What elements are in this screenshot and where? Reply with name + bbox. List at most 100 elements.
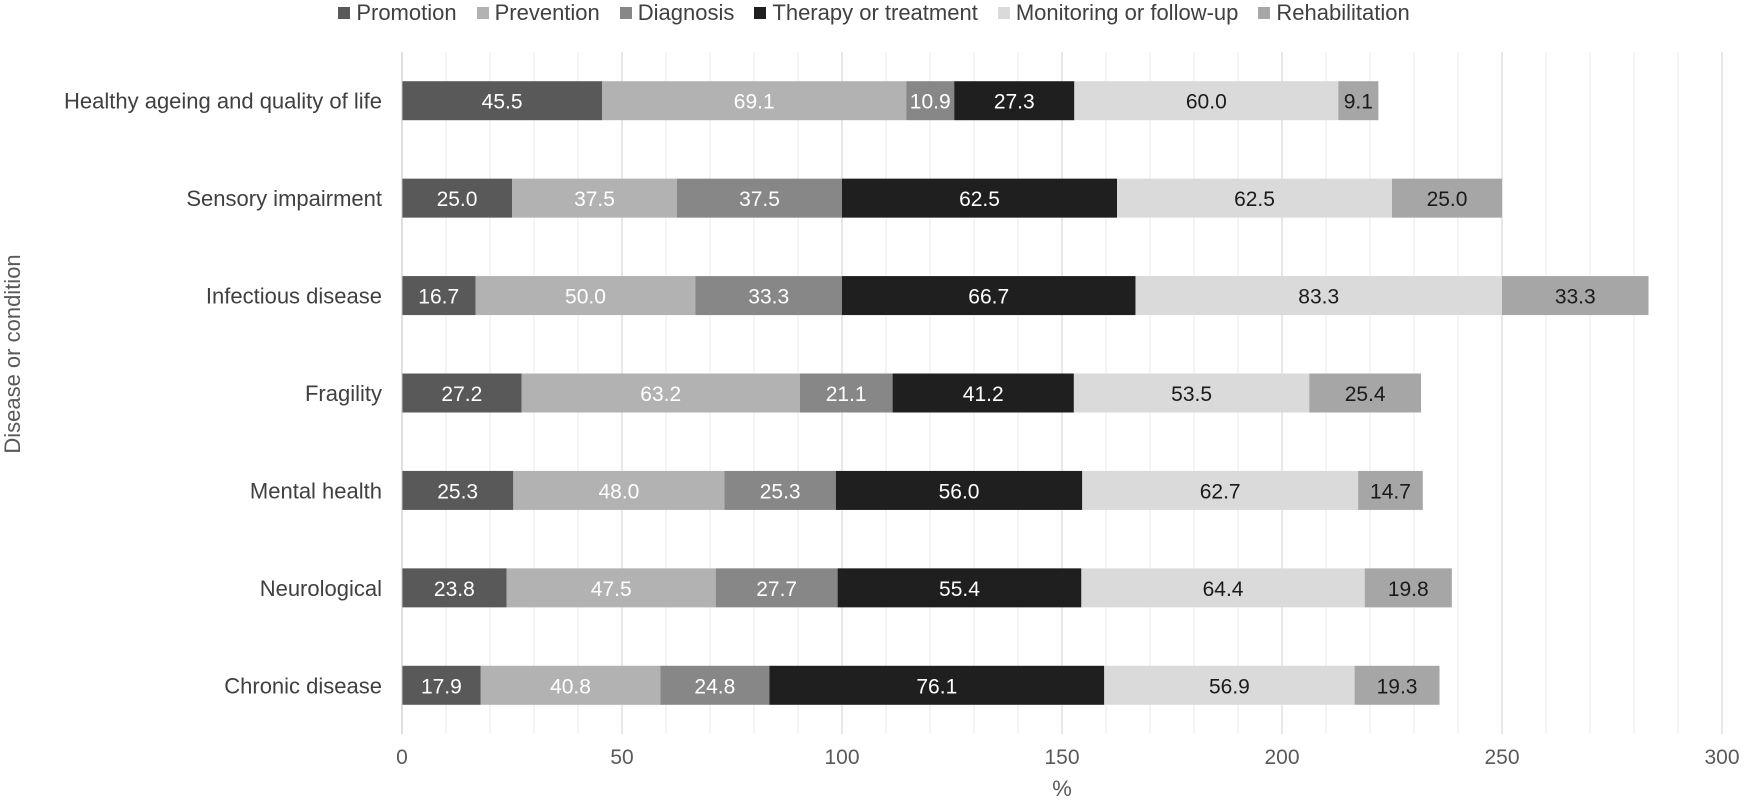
- data-label: 40.8: [550, 675, 591, 698]
- bar-groups: Healthy ageing and quality of life 45.5 69…: [64, 81, 1649, 705]
- data-label: 63.2: [640, 383, 681, 406]
- bar-segment: [402, 178, 512, 218]
- data-label: 37.5: [739, 188, 780, 211]
- bar-segment: [402, 568, 507, 608]
- bar-segment: [1502, 276, 1649, 316]
- bar-segment: [1082, 470, 1359, 510]
- legend-label: Promotion: [356, 0, 457, 25]
- bar-segment: [677, 178, 842, 218]
- data-label: 41.2: [963, 383, 1004, 406]
- legend-item-prevention: Prevention: [476, 0, 600, 26]
- data-label: 9.1: [1344, 91, 1373, 114]
- bar-segment: [842, 276, 1136, 316]
- data-label: 14.7: [1370, 480, 1411, 503]
- data-label: 17.9: [421, 675, 462, 698]
- bar-row: Fragility 27.2 63.2 21.1 41.2 53.5 25.4: [305, 373, 1422, 413]
- category-label: Sensory impairment: [186, 186, 382, 211]
- axes: 0 50 100 150 200 250 300: [396, 52, 1740, 769]
- bar-segment: [506, 568, 716, 608]
- data-label: 66.7: [968, 286, 1009, 309]
- data-label: 55.4: [939, 578, 980, 601]
- bar-segment: [402, 81, 603, 121]
- legend-item-therapy-or-treatment: Therapy or treatment: [754, 0, 978, 26]
- data-label: 25.3: [760, 480, 801, 503]
- bar-segment: [660, 665, 770, 705]
- bar-segment: [1364, 568, 1452, 608]
- bar-segment: [512, 178, 677, 218]
- category-label: Chronic disease: [224, 673, 382, 698]
- data-label: 25.3: [437, 480, 478, 503]
- chart-legend: Promotion Prevention Diagnosis Therapy or t…: [0, 0, 1748, 26]
- data-label: 37.5: [574, 188, 615, 211]
- bar-segment: [1117, 178, 1392, 218]
- bar-row: Mental health 25.3 48.0 25.3 56.0 62.7 14.7: [250, 470, 1423, 510]
- data-label: 47.5: [591, 578, 632, 601]
- y-axis-title: Disease or condition: [0, 254, 25, 453]
- data-label: 50.0: [565, 286, 606, 309]
- legend-item-monitoring-or-follow-up: Monitoring or follow-up: [997, 0, 1239, 26]
- category-label: Neurological: [260, 576, 382, 601]
- bar-segment: [1309, 373, 1422, 413]
- bar-segment: [521, 373, 800, 413]
- bar-segment: [513, 470, 725, 510]
- data-label: 53.5: [1171, 383, 1212, 406]
- data-label: 27.2: [441, 383, 482, 406]
- bar-row: Sensory impairment 25.0 37.5 37.5 62.5 62.5 25…: [186, 178, 1502, 218]
- data-label: 25.4: [1345, 383, 1386, 406]
- data-label: 45.5: [482, 91, 523, 114]
- x-tick-label: 100: [824, 746, 859, 769]
- data-label: 76.1: [916, 675, 957, 698]
- bar-segment: [835, 470, 1083, 510]
- bar-row: Chronic disease 17.9 40.8 24.8 76.1 56.9 19.3: [224, 665, 1440, 705]
- bar-segment: [402, 470, 514, 510]
- bar-segment: [1392, 178, 1502, 218]
- data-label: 83.3: [1298, 286, 1339, 309]
- data-label: 25.0: [1427, 188, 1468, 211]
- legend-swatch: [754, 7, 767, 19]
- bar-segment: [480, 665, 661, 705]
- legend-label: Monitoring or follow-up: [1015, 0, 1239, 25]
- data-label: 19.3: [1377, 675, 1418, 698]
- data-label: 21.1: [826, 383, 867, 406]
- x-tick-label: 200: [1264, 746, 1299, 769]
- category-label: Infectious disease: [206, 284, 382, 309]
- data-label: 10.9: [910, 91, 951, 114]
- data-label: 24.8: [694, 675, 735, 698]
- bar-segment: [402, 276, 476, 316]
- data-label: 23.8: [434, 578, 475, 601]
- bar-segment: [954, 81, 1075, 121]
- data-label: 48.0: [598, 480, 639, 503]
- bar-segment: [1358, 470, 1423, 510]
- data-label: 16.7: [418, 286, 459, 309]
- bar-segment: [1104, 665, 1355, 705]
- legend-item-diagnosis: Diagnosis: [619, 0, 734, 26]
- bar-row: Neurological 23.8 47.5 27.7 55.4 64.4 19.8: [260, 568, 1452, 608]
- bar-segment: [402, 373, 522, 413]
- bar-segment: [837, 568, 1082, 608]
- legend-label: Therapy or treatment: [772, 0, 978, 25]
- data-label: 33.3: [748, 286, 789, 309]
- legend-swatch: [476, 7, 489, 19]
- bar-segment: [695, 276, 842, 316]
- legend-item-rehabilitation: Rehabilitation: [1258, 0, 1410, 26]
- bar-segment: [1073, 373, 1310, 413]
- data-label: 33.3: [1555, 286, 1596, 309]
- data-label: 62.7: [1200, 480, 1241, 503]
- bar-segment: [715, 568, 838, 608]
- data-label: 25.0: [437, 188, 478, 211]
- data-label: 27.7: [756, 578, 797, 601]
- x-tick-label: 150: [1044, 746, 1079, 769]
- data-label: 62.5: [1234, 188, 1275, 211]
- bar-segment: [1135, 276, 1502, 316]
- data-label: 62.5: [959, 188, 1000, 211]
- legend-swatch: [997, 7, 1010, 19]
- x-axis-title: %: [1052, 776, 1072, 801]
- data-label: 60.0: [1186, 91, 1227, 114]
- data-label: 64.4: [1203, 578, 1244, 601]
- bar-segment: [769, 665, 1105, 705]
- bar-segment: [799, 373, 893, 413]
- bar-segment: [906, 81, 955, 121]
- bar-row: Infectious disease 16.7 50.0 33.3 66.7 83.3 33…: [206, 276, 1649, 316]
- bar-segment: [892, 373, 1074, 413]
- x-tick-label: 250: [1484, 746, 1519, 769]
